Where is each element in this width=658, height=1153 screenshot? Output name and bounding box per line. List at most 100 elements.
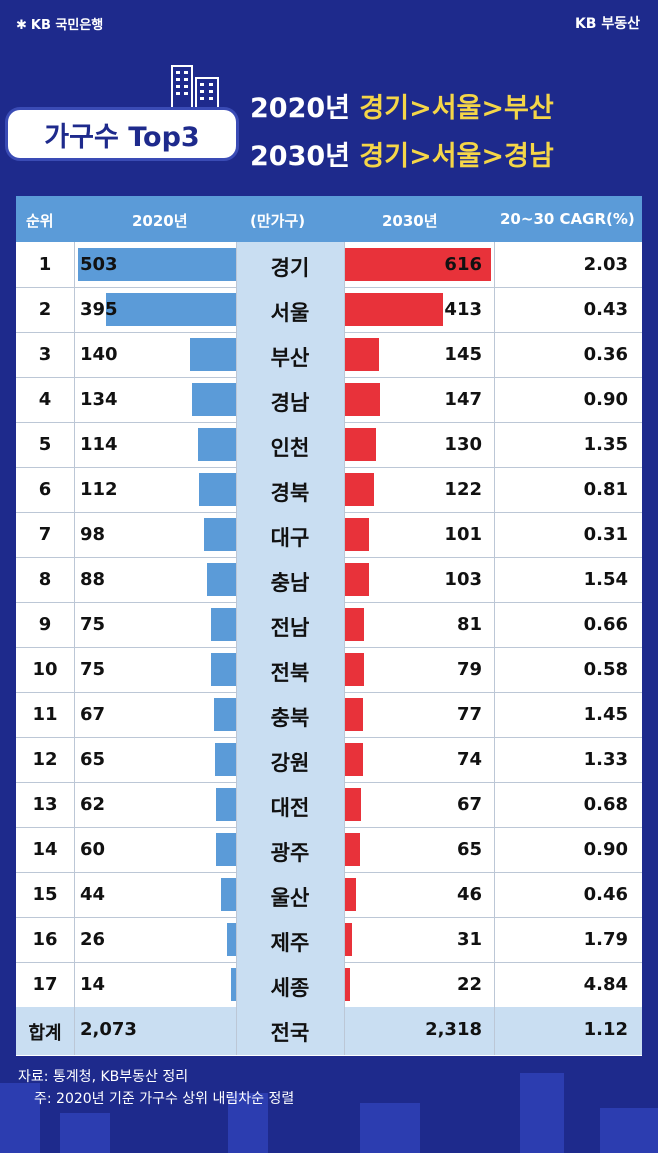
column-divider: [236, 872, 237, 917]
header-2020: 2020년: [132, 212, 188, 230]
column-divider: [494, 332, 495, 377]
region-cell-bg: [236, 917, 344, 962]
value-2020: 14: [80, 974, 106, 995]
value-2020: 60: [80, 839, 106, 860]
region-cell-bg: [236, 332, 344, 377]
table-row: 5 114 인천 130 1.35: [16, 422, 642, 468]
region-name: 제주: [270, 931, 310, 955]
bar-2030: [345, 518, 369, 551]
bar-2020: [206, 563, 236, 596]
column-divider: [494, 377, 495, 422]
value-2030: 81: [456, 614, 482, 635]
region-cell-bg: [236, 242, 344, 287]
value-2030: 145: [444, 344, 482, 365]
region-name: 광주: [270, 841, 310, 865]
bar-2030: [345, 563, 370, 596]
bar-2030: [345, 968, 351, 1001]
city-silhouette: [600, 1108, 658, 1153]
value-2020: 503: [80, 254, 118, 275]
value-2030: 22: [456, 974, 482, 995]
column-divider: [236, 557, 237, 602]
buildings-icon: [171, 65, 219, 112]
value-2030: 31: [456, 929, 482, 950]
headline-rank: 경기>서울>부산: [359, 93, 554, 124]
rank-cell: 3: [38, 344, 52, 365]
value-2020: 134: [80, 389, 118, 410]
rank-cell: 16: [32, 929, 58, 950]
column-divider: [236, 1007, 237, 1055]
value-2020: 75: [80, 659, 106, 680]
rank-cell: 2: [38, 299, 52, 320]
region-cell-bg: [236, 872, 344, 917]
column-divider: [344, 737, 345, 782]
cagr-value: 0.58: [583, 659, 628, 680]
rank-cell: 6: [38, 479, 52, 500]
table-row: 7 98 대구 101 0.31: [16, 512, 642, 558]
cagr-value: 1.54: [583, 569, 628, 590]
column-divider: [494, 962, 495, 1007]
column-divider: [236, 467, 237, 512]
column-divider: [236, 332, 237, 377]
column-divider: [74, 1007, 75, 1055]
column-divider: [74, 332, 75, 377]
rank-cell: 15: [32, 884, 58, 905]
cagr-value: 0.68: [583, 794, 628, 815]
rank-cell: 11: [32, 704, 58, 725]
bar-2030: [345, 698, 364, 731]
cagr-value: 2.03: [583, 254, 628, 275]
column-divider: [344, 692, 345, 737]
region-cell-bg: [236, 962, 344, 1007]
region-cell-bg: [236, 512, 344, 557]
cagr-value: 0.81: [583, 479, 628, 500]
rank-cell: 8: [38, 569, 52, 590]
bar-2020: [78, 248, 236, 281]
bar-2020: [221, 878, 236, 911]
bar-2020: [105, 293, 236, 326]
column-divider: [74, 377, 75, 422]
rank-cell: 12: [32, 749, 58, 770]
header-unit: (만가구): [250, 212, 306, 230]
region-name: 강원: [270, 751, 310, 775]
table-row: 3 140 부산 145 0.36: [16, 332, 642, 378]
cagr-value: 1.45: [583, 704, 628, 725]
region-name: 울산: [270, 886, 310, 910]
region-name: 대구: [270, 526, 310, 550]
region-cell-bg: [236, 287, 344, 332]
headline-year: 2020년: [250, 93, 350, 124]
table-row: 8 88 충남 103 1.54: [16, 557, 642, 603]
bar-2030: [345, 833, 361, 866]
table-row: 1 503 경기 616 2.03: [16, 242, 642, 288]
rank-cell: 1: [38, 254, 52, 275]
bar-2020: [211, 653, 236, 686]
column-divider: [74, 827, 75, 872]
column-divider: [74, 962, 75, 1007]
column-divider: [236, 377, 237, 422]
column-divider: [344, 422, 345, 467]
region-name: 경북: [270, 481, 310, 505]
kb-realestate-logo: KB 부동산: [574, 16, 640, 32]
column-divider: [74, 557, 75, 602]
bar-2020: [211, 608, 236, 641]
column-divider: [74, 287, 75, 332]
value-2020: 65: [80, 749, 106, 770]
source-note: 자료: 통계청, KB부동산 정리: [18, 1069, 189, 1085]
value-2030: 616: [444, 254, 482, 275]
cagr-value: 0.46: [583, 884, 628, 905]
region-name: 경남: [270, 391, 310, 415]
value-2030: 77: [456, 704, 482, 725]
region-name: 서울: [270, 301, 310, 325]
region-name: 전남: [270, 616, 310, 640]
value-2020: 88: [80, 569, 106, 590]
cagr-value: 1.79: [583, 929, 628, 950]
bar-2030: [345, 743, 363, 776]
column-divider: [74, 782, 75, 827]
rank-cell: 14: [32, 839, 58, 860]
total-label: 합계: [28, 1023, 62, 1044]
column-divider: [74, 692, 75, 737]
column-divider: [236, 962, 237, 1007]
cagr-value: 0.36: [583, 344, 628, 365]
column-divider: [494, 872, 495, 917]
column-divider: [236, 917, 237, 962]
value-2020: 114: [80, 434, 118, 455]
region-name: 충남: [270, 571, 310, 595]
